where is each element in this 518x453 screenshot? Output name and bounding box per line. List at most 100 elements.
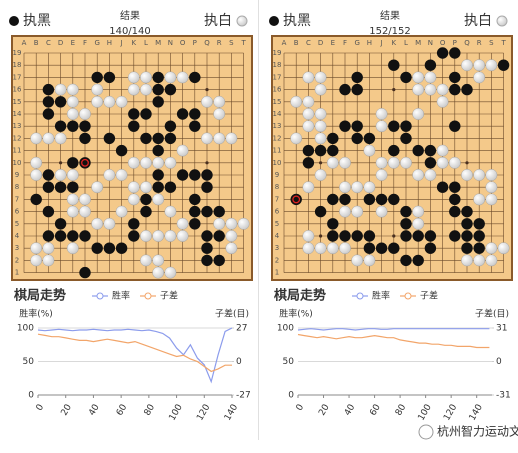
x-tick-label: 20 <box>60 403 75 418</box>
black-stone <box>461 230 473 242</box>
white-stone <box>302 95 315 108</box>
column-label: S <box>229 39 234 47</box>
white-stone <box>363 181 376 194</box>
y-tick-label: 100 <box>17 324 34 334</box>
star-point <box>205 88 209 92</box>
row-label: 17 <box>273 73 282 81</box>
black-stone <box>54 96 67 108</box>
white-stone <box>152 266 165 279</box>
white-stone-icon <box>496 15 508 27</box>
legend-dot <box>404 292 412 300</box>
y-tick-label: 50 <box>283 357 295 367</box>
black-stone-icon <box>9 16 19 26</box>
white-stone <box>164 205 177 218</box>
column-label: P <box>453 39 457 47</box>
black-stone <box>42 169 55 181</box>
black-stone <box>449 83 461 96</box>
white-stone <box>103 95 116 108</box>
black-stone <box>42 96 55 108</box>
footer: 杭州智力运动文化 <box>418 424 518 440</box>
row-label: 12 <box>13 134 22 142</box>
white-stone <box>140 83 152 96</box>
row-label: 3 <box>275 244 279 252</box>
black-stone <box>351 120 363 132</box>
row-label: 3 <box>15 244 19 252</box>
black-stone <box>302 157 315 169</box>
white-stone <box>127 71 140 84</box>
star-point <box>319 161 323 165</box>
black-stone <box>339 230 351 242</box>
white-stone <box>375 205 388 218</box>
white-stone <box>314 83 327 96</box>
black-stone <box>375 242 388 254</box>
column-label: Q <box>464 39 470 47</box>
white-stone <box>339 205 351 218</box>
move-count: 152/152 <box>369 26 411 37</box>
white-stone <box>213 95 226 108</box>
column-label: F <box>83 39 87 47</box>
y-tick-label: 0 <box>28 391 34 401</box>
black-stone <box>213 205 225 218</box>
white-stone <box>66 193 79 206</box>
black-stone <box>314 144 327 157</box>
black-stone <box>189 120 201 132</box>
black-stone-icon <box>269 16 279 26</box>
black-stone <box>115 242 128 254</box>
black-stone <box>67 120 79 132</box>
black-stone <box>42 83 55 96</box>
white-stone <box>302 181 315 194</box>
white-stone <box>424 71 437 84</box>
white-stone <box>339 156 351 169</box>
white-stone <box>30 242 43 255</box>
row-label: 2 <box>15 256 19 264</box>
white-stone <box>127 156 140 169</box>
white-stone <box>485 242 498 255</box>
black-stone <box>189 193 201 206</box>
white-stone <box>485 254 498 267</box>
white-stone <box>412 71 425 84</box>
white-label: 执白 <box>204 13 232 29</box>
column-label: L <box>404 39 408 47</box>
white-stone <box>314 108 327 120</box>
black-stone <box>140 132 152 145</box>
y2-tick-label: 0 <box>496 357 502 367</box>
y2-tick-label: 31 <box>496 324 507 334</box>
column-label: R <box>217 39 222 47</box>
black-stone <box>449 181 461 193</box>
result-title: 结果 <box>120 9 140 22</box>
black-stone <box>351 132 363 145</box>
white-stone <box>485 193 498 206</box>
white-stone <box>436 144 449 157</box>
white-stone <box>412 83 425 96</box>
star-point <box>205 161 209 165</box>
white-stone <box>140 71 152 84</box>
x-tick-label: 0 <box>295 403 307 413</box>
black-stone <box>339 83 351 96</box>
x-tick-label: 80 <box>143 403 158 418</box>
black-stone <box>461 205 473 218</box>
series-line <box>37 327 233 384</box>
row-label: 7 <box>15 195 19 203</box>
footer-text: 杭州智力运动文化 <box>437 424 518 439</box>
white-stone <box>497 242 510 255</box>
black-stone <box>388 144 400 157</box>
black-stone <box>189 108 201 120</box>
black-stone <box>152 83 164 96</box>
black-stone <box>302 144 315 157</box>
black-label: 执黑 <box>23 13 51 29</box>
white-stone <box>302 108 315 120</box>
column-label: S <box>489 39 494 47</box>
column-label: D <box>318 39 323 47</box>
row-label: 19 <box>13 49 22 57</box>
y-tick-label: 50 <box>23 357 35 367</box>
chart-title: 棋局走势 <box>13 288 66 304</box>
white-stone <box>375 156 388 169</box>
last-move-marker <box>292 195 301 204</box>
row-label: 11 <box>13 147 22 155</box>
white-stone <box>66 108 79 120</box>
column-label: C <box>306 39 311 47</box>
black-stone <box>449 193 461 206</box>
black-stone <box>67 230 79 242</box>
white-stone <box>473 169 486 181</box>
y-tick-label: 0 <box>288 391 294 401</box>
